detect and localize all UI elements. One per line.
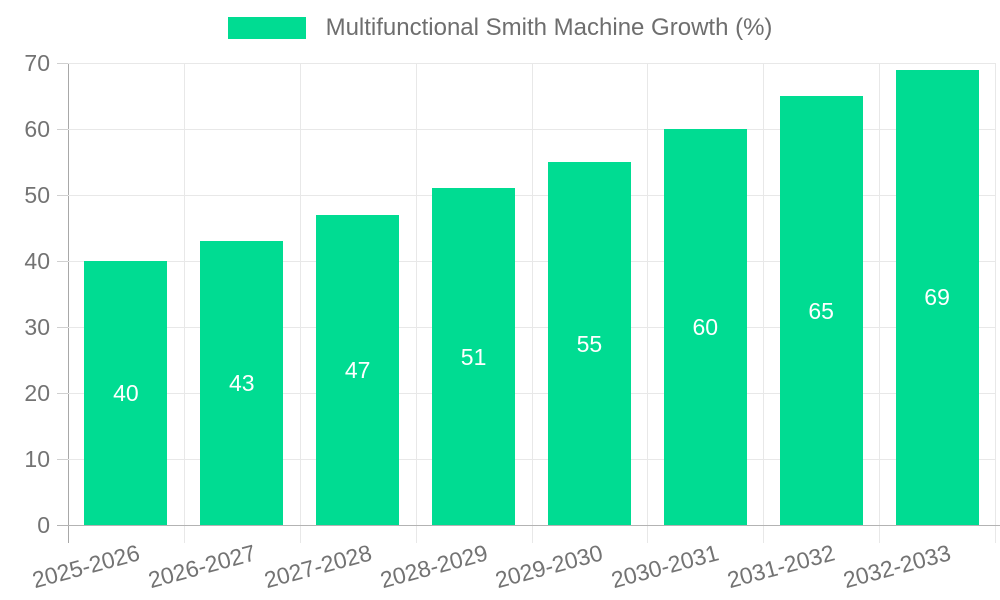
bar-value-label: 60	[692, 314, 719, 340]
vertical-gridline	[415, 63, 417, 543]
y-axis-tick	[57, 63, 68, 64]
y-axis-line	[68, 63, 69, 543]
y-axis-tick	[57, 261, 68, 262]
horizontal-gridline	[68, 261, 995, 262]
y-axis-tick	[57, 195, 68, 196]
y-axis-tick-label: 40	[24, 248, 50, 274]
legend-label: Multifunctional Smith Machine Growth (%)	[325, 14, 773, 41]
vertical-gridline	[763, 63, 765, 543]
y-axis-tick-label: 0	[37, 512, 50, 538]
x-axis-tick-label: 2031-2032	[724, 539, 838, 594]
bar[interactable]	[779, 96, 863, 525]
bar[interactable]	[316, 214, 400, 525]
horizontal-gridline	[68, 459, 995, 460]
y-axis-tick-label: 30	[24, 314, 50, 340]
horizontal-gridline	[68, 393, 995, 394]
vertical-gridline	[299, 63, 301, 543]
bar[interactable]	[895, 69, 979, 525]
horizontal-gridline	[68, 63, 995, 64]
bar-value-label: 47	[344, 356, 371, 383]
x-axis-tick-label: 2029-2030	[492, 539, 606, 594]
y-axis-tick-label: 50	[24, 182, 50, 208]
bar-value-label: 69	[924, 284, 950, 311]
x-axis-tick-label: 2030-2031	[608, 539, 722, 594]
y-axis-tick-label: 10	[24, 446, 50, 472]
y-axis-tick	[57, 327, 68, 328]
legend-swatch-icon	[227, 17, 306, 39]
x-axis-tick-label: 2032-2033	[840, 539, 954, 594]
y-axis-tick	[57, 129, 68, 130]
bar[interactable]	[84, 261, 168, 525]
bar-value-label: 51	[460, 343, 487, 370]
bar[interactable]	[200, 241, 284, 525]
vertical-gridline	[531, 63, 533, 543]
x-axis-tick-label: 2025-2026	[29, 539, 143, 594]
vertical-gridline	[183, 63, 185, 543]
bar-value-label: 55	[576, 330, 603, 357]
y-axis-tick-label: 60	[24, 116, 50, 142]
bar[interactable]	[432, 188, 516, 525]
bar-value-label: 65	[808, 297, 834, 324]
horizontal-gridline	[68, 327, 995, 328]
vertical-gridline	[647, 63, 649, 543]
legend[interactable]: Multifunctional Smith Machine Growth (%)	[0, 14, 1000, 42]
y-axis-tick-label: 70	[24, 50, 50, 76]
vertical-gridline	[995, 63, 996, 543]
horizontal-gridline	[68, 129, 995, 130]
horizontal-gridline	[68, 195, 995, 196]
x-axis-tick-label: 2028-2029	[376, 539, 490, 594]
y-axis-tick-label: 20	[24, 380, 50, 406]
y-axis-tick	[57, 393, 68, 394]
bar-value-label: 43	[229, 370, 255, 397]
x-axis-tick-label: 2027-2028	[261, 539, 375, 594]
x-axis-line	[57, 525, 1000, 526]
bar[interactable]	[663, 129, 747, 525]
y-axis-tick	[57, 459, 68, 460]
x-axis-tick-label: 2026-2027	[145, 539, 259, 594]
bar-value-label: 40	[113, 380, 139, 406]
bar[interactable]	[547, 162, 631, 525]
vertical-gridline	[879, 63, 881, 543]
